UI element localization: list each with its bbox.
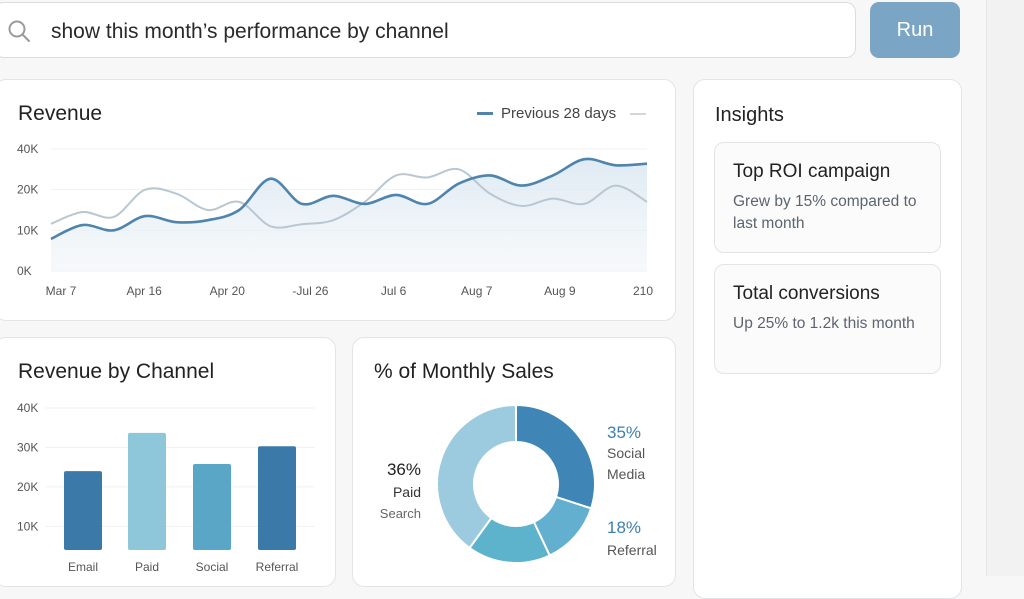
x-tick-label: 210 xyxy=(633,284,653,298)
insight-card[interactable]: Top ROI campaign Grew by 15% compared to… xyxy=(714,142,941,253)
monthly-sales-card: % of Monthly Sales 36% Paid Search 35% S… xyxy=(352,337,676,587)
y-tick-label: 0K xyxy=(17,264,32,278)
series-line-previous xyxy=(50,157,648,241)
referral-label: 18% Referral xyxy=(607,516,657,562)
x-tick-label: Aug 9 xyxy=(544,284,576,298)
search-label: Search xyxy=(379,506,421,521)
revenue-title: Revenue xyxy=(18,102,103,125)
search-bar[interactable]: show this month’s performance by channel xyxy=(0,2,856,58)
x-tick-label: -Jul 26 xyxy=(292,284,328,298)
insight-title: Total conversions xyxy=(733,283,880,304)
sales-donut-chart xyxy=(436,403,596,564)
revenue-line-chart: 0K 10K 20K 40K Mar 7 Apr 16 Apr 20 -Jul 26 Jul 6… xyxy=(17,142,653,298)
y-tick-label: 40K xyxy=(17,401,38,415)
area-fill xyxy=(51,158,647,271)
legend-label: Previous 28 days xyxy=(501,105,617,122)
referral-pct: 18% xyxy=(607,518,642,537)
insights-panel: Insights Top ROI campaign Grew by 15% co… xyxy=(693,79,962,599)
search-input[interactable]: show this month’s performance by channel xyxy=(51,20,449,43)
media-label: Media xyxy=(607,466,646,482)
legend: Previous 28 days xyxy=(477,105,647,122)
revenue-card: Revenue Previous 28 days 0K 10K 20K 40K Mar … xyxy=(0,79,676,321)
insight-text: Grew by 15% compared to last month xyxy=(733,193,917,232)
insight-title: Top ROI campaign xyxy=(733,161,891,182)
y-tick-label: 10K xyxy=(17,223,38,237)
legend-swatch-dark xyxy=(477,112,493,115)
bar-social xyxy=(193,464,231,550)
social-media-label: 35% Social Media xyxy=(607,422,645,485)
y-tick-label: 30K xyxy=(17,440,38,454)
insights-title: Insights xyxy=(715,104,784,126)
paid-label: Paid xyxy=(392,484,421,500)
y-tick-label: 40K xyxy=(17,142,38,156)
y-tick-label: 20K xyxy=(17,480,38,494)
x-tick-label: Apr 16 xyxy=(126,284,162,298)
donut-slice-social-media xyxy=(515,403,596,510)
x-tick-label: Jul 6 xyxy=(381,284,407,298)
bar-paid xyxy=(128,432,166,550)
insight-text: Up 25% to 1.2k this month xyxy=(733,315,915,332)
paid-search-label: 36% Paid Search xyxy=(353,459,421,525)
sales-title: % of Monthly Sales xyxy=(374,360,554,383)
revenue-by-channel-card: Revenue by Channel 10K 20K 30K 40K Email Paid… xyxy=(0,337,336,587)
channel-bar-chart: 10K 20K 30K 40K Email Paid Social Referral xyxy=(17,401,315,574)
x-tick-label: Referral xyxy=(256,560,299,574)
donut-slice-paid-search xyxy=(436,403,517,550)
search-icon xyxy=(8,20,30,42)
bar-email xyxy=(64,471,102,550)
paid-pct: 36% xyxy=(386,460,421,479)
social-label: Social xyxy=(607,445,646,461)
referral-text: Referral xyxy=(607,542,657,558)
x-tick-label: Email xyxy=(68,560,98,574)
scrollbar-track[interactable] xyxy=(986,0,1024,576)
x-tick-label: Apr 20 xyxy=(210,284,246,298)
bar-referral xyxy=(258,446,296,550)
legend-swatch-light xyxy=(630,112,647,115)
social-pct: 35% xyxy=(607,423,642,442)
x-tick-label: Paid xyxy=(135,560,159,574)
x-tick-label: Mar 7 xyxy=(46,284,77,298)
y-tick-label: 20K xyxy=(17,183,38,197)
run-button[interactable]: Run xyxy=(870,2,960,58)
x-tick-label: Social xyxy=(196,560,229,574)
y-tick-label: 10K xyxy=(17,519,38,533)
x-tick-label: Aug 7 xyxy=(461,284,493,298)
series-line-current xyxy=(50,167,648,229)
insight-card[interactable]: Total conversions Up 25% to 1.2k this mo… xyxy=(714,264,941,374)
channel-title: Revenue by Channel xyxy=(18,360,215,383)
